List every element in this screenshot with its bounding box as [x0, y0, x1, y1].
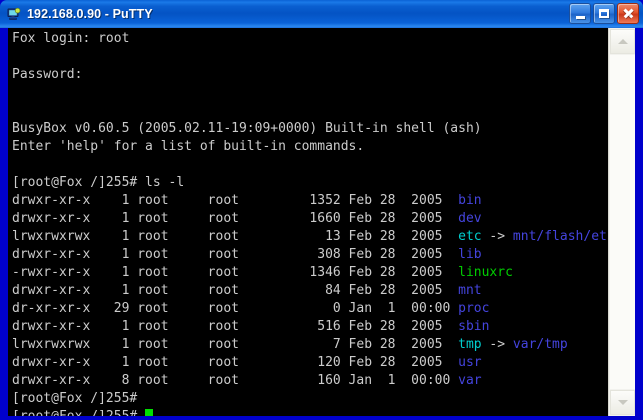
listing-row: drwxr-xr-x 1 root root 84 Feb 28 2005 mn… — [12, 282, 612, 300]
listing-arrow: -> — [481, 229, 513, 244]
scrollbar-track[interactable] — [610, 55, 635, 389]
window-frame: Fox login: root Password: BusyBox v0.60.… — [0, 28, 643, 420]
maximize-icon — [599, 9, 609, 18]
terminal-output[interactable]: Fox login: root Password: BusyBox v0.60.… — [8, 28, 612, 416]
window-title: 192.168.0.90 - PuTTY — [27, 7, 153, 21]
listing-row: drwxr-xr-x 1 root root 120 Feb 28 2005 u… — [12, 354, 612, 372]
listing-meta: drwxr-xr-x 1 root root 516 Feb 28 2005 — [12, 319, 459, 334]
listing-name: usr — [458, 355, 482, 370]
listing-meta: dr-xr-xr-x 29 root root 0 Jan 1 00:00 — [12, 301, 459, 316]
scroll-down-arrow-icon — [617, 400, 628, 405]
listing-target: var/tmp — [512, 337, 568, 352]
putty-computer-icon — [5, 6, 22, 23]
listing-name: bin — [458, 193, 482, 208]
minimize-icon — [575, 15, 585, 19]
listing-row: drwxr-xr-x 1 root root 516 Feb 28 2005 s… — [12, 318, 612, 336]
terminal-line — [12, 102, 612, 120]
listing-row: lrwxrwxrwx 1 root root 7 Feb 28 2005 tmp… — [12, 336, 612, 354]
close-icon — [623, 8, 634, 19]
terminal-line-text — [12, 85, 20, 100]
scroll-down-button[interactable] — [610, 390, 635, 415]
listing-target: mnt/flash/etc — [512, 229, 612, 244]
prompt-space — [137, 409, 145, 416]
listing-name: sbin — [458, 319, 490, 334]
terminal-line: BusyBox v0.60.5 (2005.02.11-19:09+0000) … — [12, 120, 612, 138]
terminal-line — [12, 48, 612, 66]
terminal-scrollbar[interactable] — [608, 28, 635, 416]
terminal-line-text: Enter 'help' for a list of built-in comm… — [12, 139, 365, 154]
listing-row: drwxr-xr-x 1 root root 1352 Feb 28 2005 … — [12, 192, 612, 210]
terminal-line — [12, 156, 612, 174]
listing-meta: lrwxrwxrwx 1 root root 7 Feb 28 2005 — [12, 337, 459, 352]
listing-row: drwxr-xr-x 1 root root 1660 Feb 28 2005 … — [12, 210, 612, 228]
listing-row: drwxr-xr-x 1 root root 308 Feb 28 2005 l… — [12, 246, 612, 264]
terminal-line-text: BusyBox v0.60.5 (2005.02.11-19:09+0000) … — [12, 121, 482, 136]
listing-row: drwxr-xr-x 8 root root 160 Jan 1 00:00 v… — [12, 372, 612, 390]
listing-name: tmp — [458, 337, 482, 352]
terminal-line-text — [12, 103, 20, 118]
terminal-line-text: [root@Fox /]255# ls -l — [12, 175, 185, 190]
listing-name: etc — [458, 229, 482, 244]
shell-prompt: [root@Fox /]255# — [12, 409, 137, 416]
listing-meta: drwxr-xr-x 1 root root 308 Feb 28 2005 — [12, 247, 459, 262]
terminal-cursor — [145, 409, 154, 416]
window-controls — [569, 3, 639, 24]
terminal-line-text: Password: — [12, 67, 83, 82]
listing-row: -rwxr-xr-x 1 root root 1346 Feb 28 2005 … — [12, 264, 612, 282]
listing-meta: lrwxrwxrwx 1 root root 13 Feb 28 2005 — [12, 229, 459, 244]
listing-name: var — [458, 373, 482, 388]
terminal-line-text — [12, 157, 20, 172]
listing-name: mnt — [458, 283, 482, 298]
terminal-prompt-line: [root@Fox /]255# — [12, 408, 612, 416]
maximize-button[interactable] — [593, 3, 615, 24]
terminal-line: [root@Fox /]255# ls -l — [12, 174, 612, 192]
terminal-line — [12, 84, 612, 102]
listing-name: lib — [458, 247, 482, 262]
listing-row: dr-xr-xr-x 29 root root 0 Jan 1 00:00 pr… — [12, 300, 612, 318]
listing-name: dev — [458, 211, 482, 226]
listing-name: proc — [458, 301, 490, 316]
scroll-up-button[interactable] — [610, 29, 635, 54]
listing-meta: -rwxr-xr-x 1 root root 1346 Feb 28 2005 — [12, 265, 459, 280]
shell-prompt: [root@Fox /]255# — [12, 391, 138, 406]
listing-meta: drwxr-xr-x 1 root root 84 Feb 28 2005 — [12, 283, 459, 298]
close-button[interactable] — [617, 3, 639, 24]
listing-meta: drwxr-xr-x 8 root root 160 Jan 1 00:00 — [12, 373, 459, 388]
terminal-line-text — [12, 49, 20, 64]
listing-meta: drwxr-xr-x 1 root root 1352 Feb 28 2005 — [12, 193, 459, 208]
minimize-button[interactable] — [569, 3, 591, 24]
terminal-prompt-line: [root@Fox /]255# — [12, 390, 612, 408]
listing-meta: drwxr-xr-x 1 root root 1660 Feb 28 2005 — [12, 211, 459, 226]
terminal-line: Enter 'help' for a list of built-in comm… — [12, 138, 612, 156]
scroll-up-arrow-icon — [617, 39, 628, 44]
listing-row: lrwxrwxrwx 1 root root 13 Feb 28 2005 et… — [12, 228, 612, 246]
title-bar[interactable]: 192.168.0.90 - PuTTY — [0, 0, 643, 28]
terminal-line: Password: — [12, 66, 612, 84]
terminal-line: Fox login: root — [12, 30, 612, 48]
listing-arrow: -> — [481, 337, 513, 352]
terminal-line-text: Fox login: root — [12, 31, 130, 46]
listing-name: linuxrc — [458, 265, 513, 280]
listing-meta: drwxr-xr-x 1 root root 120 Feb 28 2005 — [12, 355, 459, 370]
